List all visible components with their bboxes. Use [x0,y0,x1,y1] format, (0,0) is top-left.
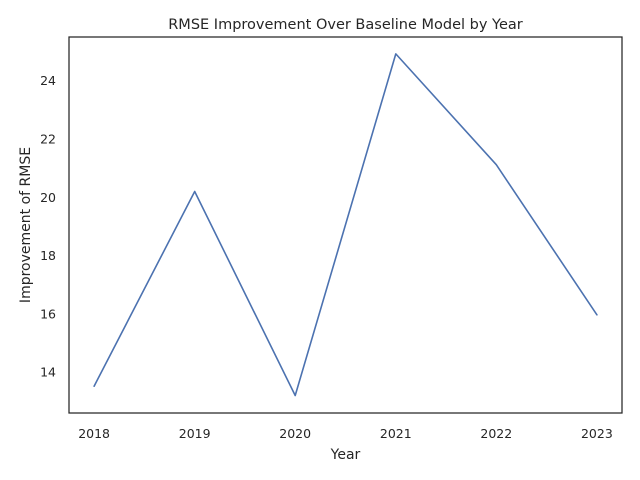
y-tick-label: 24 [40,73,56,88]
y-tick-label: 20 [40,190,56,205]
x-axis-label: Year [330,447,361,463]
plot-frame [68,36,623,414]
series-line [93,53,598,397]
x-tick-label: 2022 [480,426,512,441]
x-tick-label: 2023 [581,426,613,441]
chart-title: RMSE Improvement Over Baseline Model by … [168,17,523,33]
x-tick-label: 2019 [179,426,211,441]
y-tick-label: 18 [40,248,56,263]
y-axis-label: Improvement of RMSE [18,147,34,303]
y-tick-label: 16 [40,306,56,321]
y-tick-label: 14 [40,365,56,380]
y-tick-label: 22 [40,132,56,147]
x-tick-label: 2021 [380,426,412,441]
y-tick-labels: 14 16 18 20 22 24 [40,73,56,380]
x-tick-labels: 2018 2019 2020 2021 2022 2023 [78,426,613,441]
series-layer [93,53,598,397]
x-tick-label: 2018 [78,426,110,441]
x-tick-label: 2020 [279,426,311,441]
